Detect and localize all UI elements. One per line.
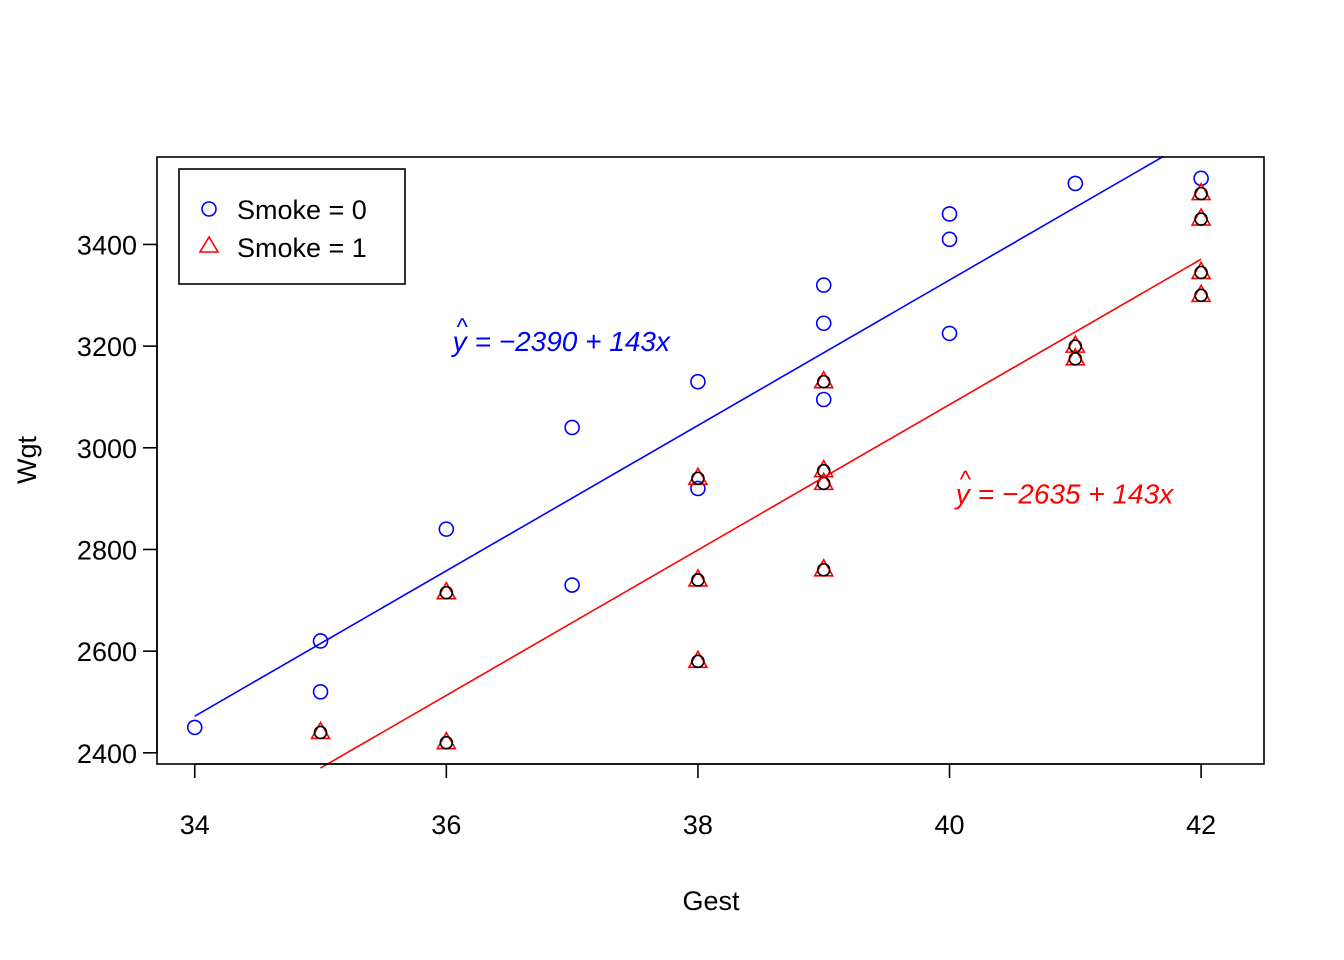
x-axis: 34 36 38 40 42: [180, 763, 1216, 840]
point-smoke1-overlay: [313, 725, 328, 740]
y-axis: 2400 2600 2800 3000 3200 3400: [77, 230, 158, 769]
legend-marker-smoke0: [201, 201, 217, 217]
point-smoke1-overlay: [691, 654, 705, 669]
x-axis-title: Gest: [682, 886, 740, 916]
point-smoke1-overlay: [1194, 186, 1208, 201]
equation-text: = −2635 + 143x: [978, 479, 1174, 510]
y-tick-label: 2800: [77, 535, 137, 565]
point-smoke0: [690, 480, 706, 497]
point-smoke0: [564, 577, 580, 593]
x-tick-label: 40: [934, 810, 964, 840]
point-smoke1-overlay: [816, 563, 831, 577]
equation-smoke0: y^ = −2390 + 143x: [451, 314, 671, 357]
x-tick-label: 34: [180, 810, 210, 840]
point-smoke0: [690, 373, 706, 390]
legend-label-smoke0: Smoke = 0: [237, 195, 367, 225]
point-smoke1-overlay: [1194, 265, 1208, 280]
point-smoke0: [1193, 170, 1209, 187]
point-smoke1-overlay: [439, 735, 454, 750]
equation-smoke1: y^ = −2635 + 143x: [954, 467, 1174, 510]
y-tick-label: 3400: [77, 230, 137, 260]
point-smoke0: [438, 521, 455, 537]
y-tick-label: 2600: [77, 637, 137, 667]
hat-accent: ^: [960, 467, 972, 494]
legend-box: [178, 168, 406, 285]
point-smoke1-overlay: [1194, 212, 1208, 226]
x-tick-label: 36: [431, 810, 461, 840]
point-smoke0: [941, 206, 958, 222]
fit-lines-layer: [194, 155, 1202, 769]
legend-marker-smoke1: [198, 235, 220, 253]
fit-line-smoke0: [194, 155, 1164, 717]
point-smoke0: [941, 231, 958, 248]
y-hat-symbol: y: [954, 479, 972, 510]
points-layer: [186, 170, 1212, 750]
point-smoke0: [312, 633, 329, 649]
point-smoke1-overlay: [691, 573, 705, 587]
equation-text: = −2390 + 143x: [475, 326, 671, 357]
y-hat-symbol: y: [451, 326, 469, 357]
y-tick-label: 3000: [77, 434, 137, 464]
point-smoke0: [564, 419, 580, 436]
point-smoke0: [186, 719, 203, 736]
point-smoke1-overlay: [1068, 352, 1083, 366]
point-smoke0: [815, 391, 832, 408]
point-smoke1-overlay: [439, 585, 454, 600]
legend-label-smoke1: Smoke = 1: [237, 233, 367, 263]
hat-accent: ^: [457, 314, 469, 341]
legend: Smoke = 0 Smoke = 1: [178, 168, 406, 285]
x-tick-label: 42: [1186, 810, 1216, 840]
point-smoke0: [941, 325, 958, 342]
point-smoke1-overlay: [816, 374, 831, 389]
y-tick-label: 2400: [77, 739, 137, 769]
y-tick-label: 3200: [77, 332, 137, 362]
point-smoke0: [815, 315, 832, 332]
point-smoke0: [312, 684, 329, 700]
fit-line-smoke1: [320, 258, 1202, 769]
point-smoke0: [815, 277, 832, 293]
point-smoke1-overlay: [691, 471, 705, 486]
x-tick-label: 38: [683, 810, 713, 840]
point-smoke0: [1067, 175, 1084, 192]
y-axis-title: Wgt: [12, 436, 42, 485]
point-smoke1-overlay: [1194, 288, 1208, 303]
